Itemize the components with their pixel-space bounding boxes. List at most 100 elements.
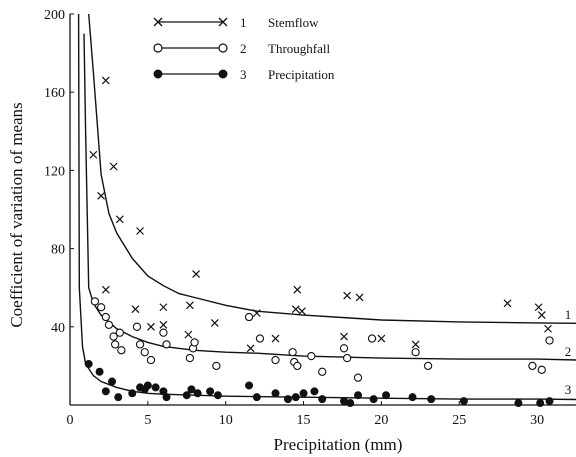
data-point-precipitation xyxy=(346,399,355,408)
data-point-precipitation xyxy=(271,389,280,398)
data-point-precipitation xyxy=(459,397,468,406)
data-point-precipitation xyxy=(369,395,378,404)
data-point-throughfall xyxy=(146,355,156,365)
data-point-throughfall xyxy=(342,353,352,363)
x-axis-title: Precipitation (mm) xyxy=(274,435,403,454)
data-point-precipitation xyxy=(252,393,261,402)
data-point-precipitation xyxy=(114,393,123,402)
curve-label-stemflow: 1 xyxy=(565,307,572,322)
data-point-stemflow xyxy=(192,270,201,278)
legend-entry-precipitation: 3 Precipitation xyxy=(153,67,335,82)
data-point-precipitation xyxy=(182,391,191,400)
data-point-precipitation xyxy=(299,389,308,398)
data-point-throughfall xyxy=(307,351,316,361)
legend-label-precipitation: Precipitation xyxy=(268,67,335,82)
data-point-stemflow xyxy=(271,334,280,343)
data-point-stemflow xyxy=(115,215,124,224)
data-point-precipitation xyxy=(101,387,110,396)
data-point-precipitation xyxy=(283,395,292,404)
data-point-throughfall xyxy=(423,361,433,371)
data-point-throughfall xyxy=(367,334,377,343)
data-point-stemflow xyxy=(355,293,364,302)
data-point-throughfall xyxy=(96,303,106,312)
data-point-precipitation xyxy=(291,393,300,402)
x-tick-label: 25 xyxy=(452,413,466,428)
data-point-stemflow xyxy=(159,320,168,329)
data-point-stemflow xyxy=(343,291,352,300)
fitted-curve-precipitation xyxy=(77,13,576,401)
y-tick-label: 80 xyxy=(51,243,65,258)
data-point-throughfall xyxy=(353,373,363,382)
data-point-throughfall xyxy=(288,348,297,357)
x-tick-label: 5 xyxy=(144,413,151,428)
data-point-precipitation xyxy=(310,387,319,396)
data-point-throughfall xyxy=(537,365,546,374)
data-point-stemflow xyxy=(97,191,106,200)
data-point-throughfall xyxy=(162,340,171,349)
data-point-throughfall xyxy=(528,361,537,371)
fitted-curve-stemflow xyxy=(88,13,576,324)
data-point-throughfall xyxy=(115,328,124,337)
y-axis-title: Coefficient of variation of means xyxy=(7,102,26,327)
data-point-precipitation xyxy=(408,393,417,402)
axes xyxy=(69,14,576,406)
data-point-stemflow xyxy=(411,340,420,349)
legend-marker-stemflow-right xyxy=(218,17,228,27)
legend-entry-stemflow: 1 Stemflow xyxy=(153,15,319,30)
data-point-precipitation xyxy=(151,383,160,392)
y-tick-label: 40 xyxy=(51,321,65,336)
data-point-throughfall xyxy=(411,348,420,357)
data-point-throughfall xyxy=(90,297,100,306)
data-point-stemflow xyxy=(340,332,348,341)
data-point-precipitation xyxy=(514,399,523,408)
data-point-throughfall xyxy=(545,336,554,345)
data-point-stemflow xyxy=(534,303,543,312)
data-point-throughfall xyxy=(109,332,118,341)
data-point-stemflow xyxy=(136,227,144,235)
data-point-throughfall xyxy=(185,353,195,363)
data-point-throughfall xyxy=(244,312,254,322)
data-point-precipitation xyxy=(143,381,152,390)
data-point-stemflow xyxy=(101,76,110,85)
data-point-stemflow xyxy=(184,330,193,339)
legend-marker-throughfall-right xyxy=(218,43,228,53)
data-point-precipitation xyxy=(213,391,222,400)
data-point-stemflow xyxy=(293,285,302,294)
data-point-precipitation xyxy=(382,391,391,400)
data-point-precipitation xyxy=(187,385,196,394)
legend-number-stemflow: 1 xyxy=(240,15,247,30)
data-point-throughfall xyxy=(255,334,265,343)
data-point-precipitation xyxy=(95,367,104,376)
data-point-stemflow xyxy=(147,322,155,331)
data-point-precipitation xyxy=(318,395,327,404)
y-tick-label: 120 xyxy=(44,164,65,179)
data-point-stemflow xyxy=(109,162,118,171)
x-tick-label: 10 xyxy=(219,413,233,428)
data-point-stemflow xyxy=(159,303,168,312)
data-point-precipitation xyxy=(427,395,436,404)
data-points xyxy=(84,76,554,408)
legend-marker-precipitation-left xyxy=(153,69,163,79)
data-point-stemflow xyxy=(101,285,110,294)
data-point-precipitation xyxy=(354,391,363,400)
data-point-precipitation xyxy=(536,399,545,408)
data-point-throughfall xyxy=(132,322,142,331)
x-tick-label: 0 xyxy=(67,413,74,428)
data-point-stemflow xyxy=(131,305,140,314)
data-point-precipitation xyxy=(206,387,215,396)
x-tick-label: 30 xyxy=(530,413,544,428)
data-point-throughfall xyxy=(159,328,168,337)
curve-label-throughfall: 2 xyxy=(565,344,572,359)
data-point-precipitation xyxy=(545,397,554,406)
data-point-precipitation xyxy=(245,381,254,390)
legend-marker-stemflow-left xyxy=(153,17,163,27)
data-point-throughfall xyxy=(318,367,327,376)
data-point-throughfall xyxy=(140,348,149,357)
legend: 1 Stemflow 2 Throughfall 3 Precipitation xyxy=(153,15,335,82)
data-point-stemflow xyxy=(291,305,300,314)
fitted-curve-throughfall xyxy=(83,33,576,361)
legend-entry-throughfall: 2 Throughfall xyxy=(153,41,330,56)
data-point-stemflow xyxy=(252,309,261,318)
data-point-stemflow xyxy=(537,311,546,319)
data-point-stemflow xyxy=(298,307,306,316)
